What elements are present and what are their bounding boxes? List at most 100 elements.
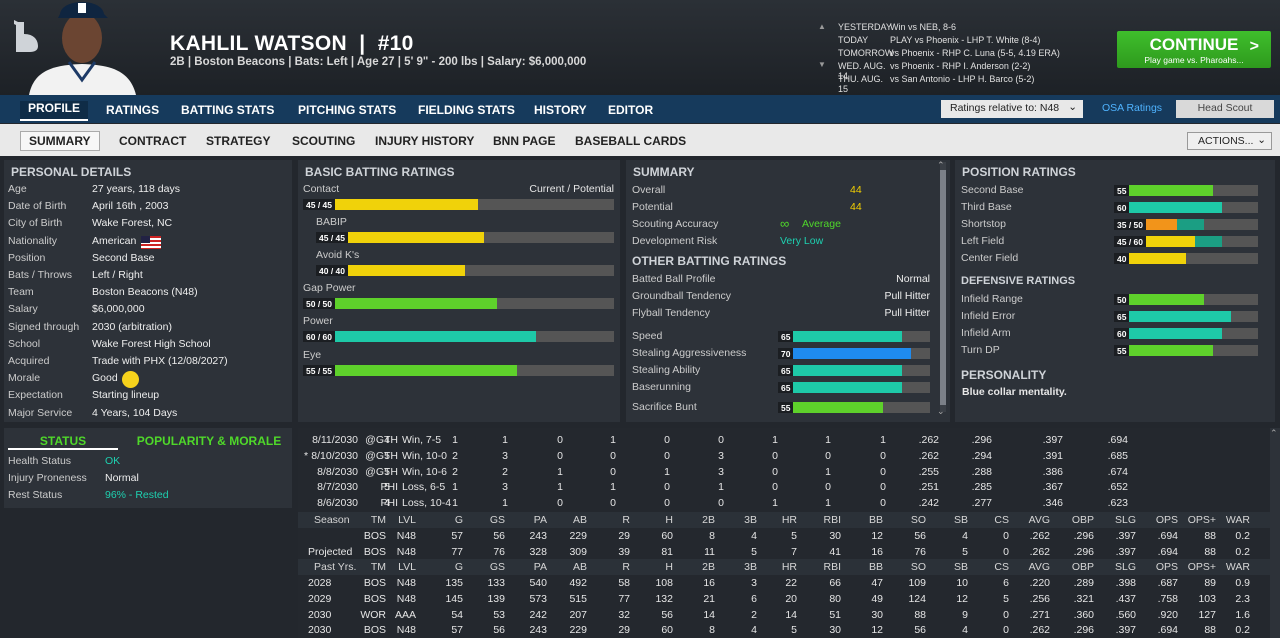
game-cell: 0 bbox=[772, 481, 778, 494]
tab-editor[interactable]: EDITOR bbox=[608, 103, 654, 117]
rating-label: Power bbox=[303, 315, 333, 327]
season-row[interactable]: Projected BOS N48 77 76 328 309 39 81 11 5 7 41 16 76 5… bbox=[298, 544, 1270, 560]
game-row[interactable]: 8/6/2030 PHI Loss, 10-4 4 1 1 0 0 0 0 1 1 0 .242 .277.… bbox=[298, 495, 1270, 511]
stat-cell: .397 bbox=[1115, 545, 1136, 558]
schedule-row[interactable]: WED. AUG. 14 vs Phoenix - RHP I. Anderson… bbox=[818, 61, 1108, 81]
tab-scouting[interactable]: SCOUTING bbox=[292, 134, 356, 148]
game-cell: .294 bbox=[971, 449, 992, 462]
game-row[interactable]: 8/7/2030 PHI Loss, 6-5 5 1 3 1 1 0 1 0 0 0 .251 .285 .3… bbox=[298, 479, 1270, 495]
game-cell: 1 bbox=[502, 497, 508, 510]
game-row[interactable]: 8/11/2030 @GTH Win, 7-5 4 1 1 0 1 0 0 1 1 1 .262 .296.… bbox=[298, 432, 1270, 448]
rating-bar: 50 / 50 bbox=[303, 298, 614, 309]
stat-header: LVL bbox=[398, 514, 416, 526]
schedule-row[interactable]: TODAY PLAY vs Phoenix - LHP T. White (8-4… bbox=[818, 35, 1108, 48]
chevron-up-icon[interactable]: ⌃ bbox=[1270, 428, 1278, 438]
speed-rating-value: 70 bbox=[778, 348, 794, 359]
summary-scrollbar[interactable] bbox=[940, 162, 946, 412]
past-row[interactable]: 2030 WOR AAA 54 53 242 207 32 56 14 2 14 51 30 88 9 0 .27… bbox=[298, 607, 1270, 623]
flag-canton bbox=[141, 235, 150, 243]
position-value: 35 / 50 bbox=[1114, 219, 1146, 230]
position-bar: 60 bbox=[1114, 202, 1258, 213]
chevron-down-icon: ⌄ bbox=[1257, 134, 1266, 146]
development-risk-value: Very Low bbox=[780, 235, 824, 247]
actions-select[interactable]: ACTIONS... ⌄ bbox=[1187, 132, 1272, 150]
tab-ratings[interactable]: RATINGS bbox=[106, 103, 160, 117]
game-cell: .262 bbox=[918, 449, 939, 462]
speed-rating-value: 55 bbox=[778, 402, 794, 413]
tab-status[interactable]: STATUS bbox=[8, 430, 118, 450]
tab-contract[interactable]: CONTRACT bbox=[119, 134, 187, 148]
position-bar: 40 bbox=[1114, 253, 1258, 264]
stat-header: RBI bbox=[823, 514, 841, 526]
past-row[interactable]: 2029 BOS N48 145 139 573 515 77 132 21 6 20 80 49 124 1… bbox=[298, 591, 1270, 607]
game-cell: 0 bbox=[825, 481, 831, 494]
defense-label: Infield Error bbox=[961, 310, 1016, 322]
chevron-up-icon[interactable]: ▲ bbox=[818, 22, 826, 31]
speed-rating-fill bbox=[778, 402, 883, 413]
osa-ratings-button[interactable]: OSA Ratings bbox=[1090, 100, 1174, 118]
tab-injury-history[interactable]: INJURY HISTORY bbox=[375, 134, 475, 148]
tab-baseball-cards[interactable]: BASEBALL CARDS bbox=[575, 134, 687, 148]
chevron-down-icon[interactable]: ⌄ bbox=[937, 406, 945, 416]
head-scout-button[interactable]: Head Scout bbox=[1176, 100, 1274, 118]
stat-cell: 54 bbox=[451, 608, 463, 621]
schedule-day: THU. AUG. 15 bbox=[838, 74, 884, 94]
tab-summary[interactable]: SUMMARY bbox=[20, 131, 100, 151]
defense-bar: 60 bbox=[1114, 328, 1258, 339]
stat-cell: BOS bbox=[363, 577, 386, 589]
stat-cell: 29 bbox=[618, 624, 630, 637]
stat-header: R bbox=[622, 514, 630, 526]
game-cell: 2 bbox=[452, 449, 458, 462]
past-row[interactable]: 2030 BOS N48 57 56 243 229 29 60 8 4 5 30 12 56 4 0 .262.… bbox=[298, 622, 1270, 638]
status-label: Rest Status bbox=[8, 489, 63, 501]
stat-cell: .256 bbox=[1029, 592, 1050, 605]
tab-strategy[interactable]: STRATEGY bbox=[206, 134, 271, 148]
tab-pitching-stats[interactable]: PITCHING STATS bbox=[298, 103, 397, 117]
player-portrait bbox=[24, 0, 139, 95]
stat-cell: 8 bbox=[709, 624, 715, 637]
tab-history[interactable]: HISTORY bbox=[534, 103, 587, 117]
continue-button[interactable]: CONTINUE Play game vs. Pharoahs... > bbox=[1117, 31, 1271, 68]
tab-fielding-stats[interactable]: FIELDING STATS bbox=[418, 103, 515, 117]
stat-header: SB bbox=[953, 514, 968, 526]
stat-cell: 108 bbox=[655, 577, 673, 589]
stat-cell: Projected bbox=[308, 545, 353, 558]
stat-cell: 0 bbox=[1003, 608, 1009, 621]
past-row[interactable]: 2028 BOS N48 135 133 540 492 58 108 16 3 22 66 47 109 1… bbox=[298, 575, 1270, 591]
stat-cell: 5 bbox=[751, 545, 757, 558]
game-cell: 4 bbox=[384, 497, 390, 510]
game-row[interactable]: 8/8/2030 @GTH Win, 10-6 5 2 2 1 0 1 3 0 1 0 .255 .288.… bbox=[298, 464, 1270, 480]
ratings-relative-select[interactable]: Ratings relative to: N48 ⌄ bbox=[941, 100, 1083, 118]
tab-popularity-morale[interactable]: POPULARITY & MORALE bbox=[136, 434, 282, 448]
detail-value: 27 years, 118 days bbox=[92, 183, 180, 195]
game-cell: 5 bbox=[384, 465, 390, 478]
rating-bar-fill bbox=[316, 232, 484, 243]
stat-header: HR bbox=[781, 561, 797, 573]
detail-value: Wake Forest High School bbox=[92, 337, 211, 350]
detail-label: Position bbox=[8, 251, 46, 264]
schedule-row[interactable]: THU. AUG. 15 vs San Antonio - LHP H. Barc… bbox=[818, 74, 1108, 94]
game-cell: 0 bbox=[557, 434, 563, 446]
stat-cell: 540 bbox=[529, 577, 547, 589]
tab-profile[interactable]: PROFILE bbox=[20, 101, 89, 121]
schedule-row[interactable]: YESTERDAY Win vs NEB, 8-6 bbox=[818, 22, 1108, 35]
game-row[interactable]: * 8/10/2030 @GTH Win, 10-0 5 2 3 0 0 0 3 0 0 0 .262 .29… bbox=[298, 448, 1270, 464]
stat-header: SB bbox=[953, 561, 968, 573]
stats-scrollbar[interactable]: ⌃ bbox=[1270, 428, 1280, 638]
stat-cell: 5 bbox=[1003, 592, 1009, 605]
stat-cell: BOS bbox=[363, 592, 386, 605]
stat-cell: 16 bbox=[871, 545, 883, 558]
chevron-down-icon[interactable]: ▼ bbox=[818, 60, 826, 69]
stat-cell: 56 bbox=[493, 624, 505, 637]
schedule-row[interactable]: TOMORROW vs Phoenix - RHP C. Luna (5-5, 4… bbox=[818, 48, 1108, 61]
stat-cell: 41 bbox=[829, 545, 841, 558]
tab-bnn-page[interactable]: BNN PAGE bbox=[493, 134, 556, 148]
stat-header: TM bbox=[370, 561, 386, 573]
chevron-up-icon[interactable]: ⌃ bbox=[937, 160, 945, 170]
stat-cell: 53 bbox=[493, 608, 505, 621]
player-number: #10 bbox=[377, 32, 414, 55]
tab-batting-stats[interactable]: BATTING STATS bbox=[181, 103, 275, 117]
player-header bbox=[0, 0, 1280, 95]
season-row[interactable]: BOS N48 57 56 243 229 29 60 8 4 5 30 12 56 4 0 .262 .296.… bbox=[298, 528, 1270, 544]
game-cell: 1 bbox=[772, 497, 778, 510]
